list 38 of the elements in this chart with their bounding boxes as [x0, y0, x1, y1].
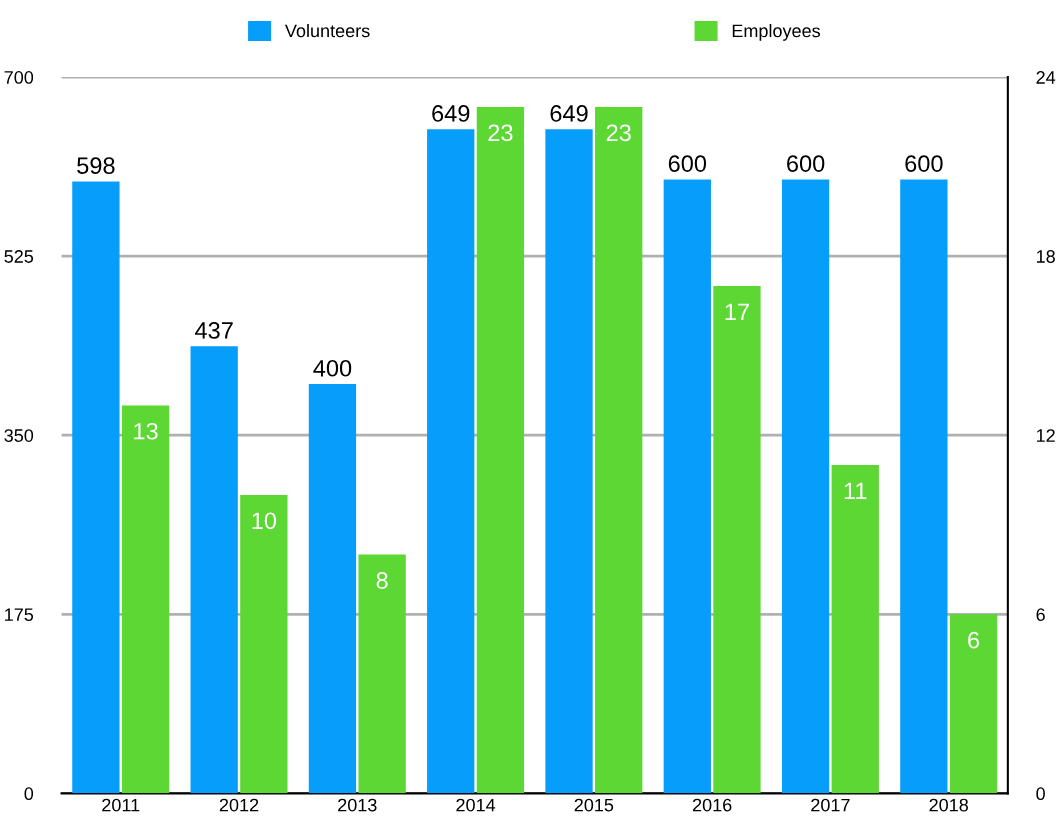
- y-tick-label: 350: [4, 429, 34, 442]
- data-label: 10: [252, 512, 277, 530]
- data-label: 6: [968, 631, 980, 649]
- y2-tick-label: 24: [1036, 71, 1056, 84]
- bar: [900, 179, 948, 794]
- data-label: 437: [195, 322, 233, 339]
- data-label: 13: [134, 422, 158, 440]
- x-tick-label: 2017: [811, 798, 850, 812]
- y-tick-label: 0: [24, 787, 34, 801]
- data-label: 400: [313, 359, 352, 377]
- data-label: 649: [550, 105, 588, 122]
- y-tick-label: 525: [4, 250, 34, 263]
- data-label: 8: [376, 572, 388, 589]
- bar: [949, 614, 998, 794]
- x-tick-label: 2018: [929, 798, 968, 812]
- y2-tick-label: 6: [1036, 608, 1045, 622]
- y2-tick-label: 18: [1036, 250, 1055, 263]
- x-tick-label: 2013: [338, 798, 377, 812]
- data-label: 600: [668, 155, 707, 172]
- data-label: 17: [725, 303, 749, 320]
- y-tick-label: 175: [5, 608, 34, 622]
- y2-tick-label: 0: [1036, 787, 1045, 801]
- x-tick-label: 2015: [574, 798, 614, 812]
- x-tick-label: 2012: [219, 798, 259, 812]
- data-label: 23: [488, 124, 513, 142]
- x-tick-label: 2016: [692, 798, 732, 812]
- x-tick-label: 2014: [456, 798, 496, 812]
- y-tick-label: 700: [4, 71, 34, 84]
- legend-label: Employees: [732, 23, 820, 41]
- data-label: 11: [844, 482, 867, 500]
- x-tick-label: 2011: [102, 798, 140, 812]
- data-label: 649: [432, 105, 470, 122]
- data-label: 600: [787, 155, 825, 172]
- legend-label: Volunteers: [284, 23, 370, 38]
- data-label: 600: [905, 155, 943, 172]
- data-label: 598: [77, 157, 115, 175]
- data-label: 23: [606, 124, 631, 142]
- y2-tick-label: 12: [1036, 429, 1055, 442]
